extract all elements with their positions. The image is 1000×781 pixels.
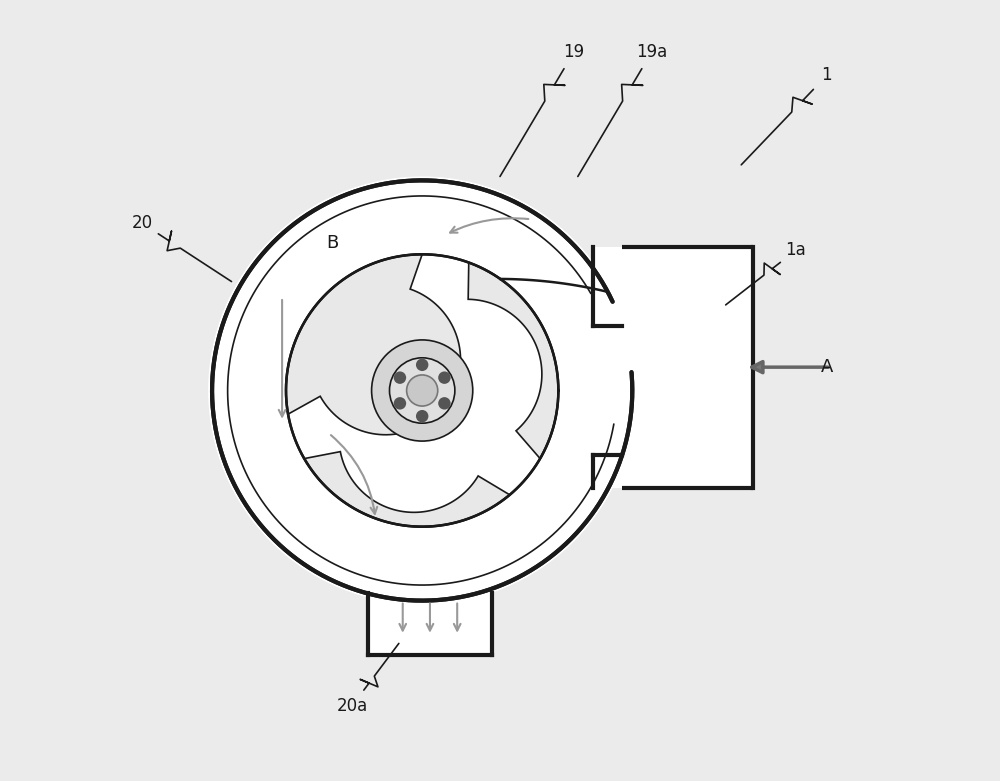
Text: A: A	[821, 358, 833, 376]
Circle shape	[394, 372, 406, 384]
Circle shape	[438, 397, 451, 409]
Circle shape	[394, 397, 406, 409]
Polygon shape	[468, 262, 558, 458]
Circle shape	[438, 372, 451, 384]
Polygon shape	[286, 255, 461, 435]
Circle shape	[416, 358, 428, 371]
Text: 1: 1	[822, 66, 832, 84]
Text: 20: 20	[131, 214, 153, 232]
Circle shape	[372, 340, 473, 441]
Text: 20a: 20a	[337, 697, 368, 715]
Circle shape	[407, 375, 438, 406]
Polygon shape	[304, 451, 510, 526]
Polygon shape	[593, 247, 753, 488]
Text: B: B	[327, 234, 339, 251]
Polygon shape	[368, 593, 492, 655]
Text: 1a: 1a	[785, 241, 806, 259]
Text: 19a: 19a	[636, 43, 667, 61]
Circle shape	[416, 410, 428, 423]
Circle shape	[208, 177, 636, 604]
Circle shape	[389, 358, 455, 423]
Text: 19: 19	[563, 43, 584, 61]
